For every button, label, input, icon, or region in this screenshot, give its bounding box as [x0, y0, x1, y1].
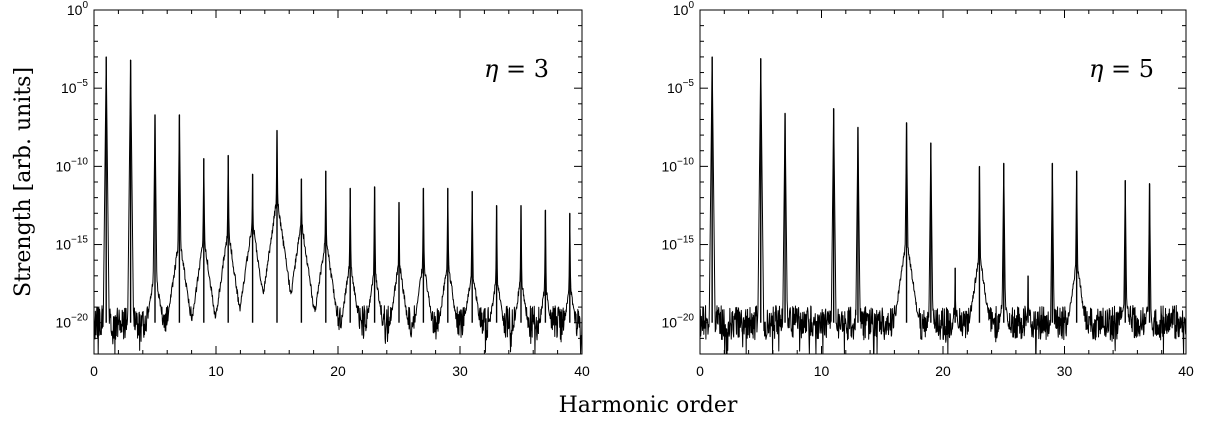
- harmonic-peaks: [711, 56, 1151, 323]
- y-tick-label: 10−10: [661, 156, 694, 174]
- y-tick-labels: 100 10−5 10−10 10−15 10−20: [55, 0, 88, 331]
- harmonic-peaks: [105, 56, 571, 323]
- x-tick-label: 20: [935, 363, 951, 379]
- y-tick-label: 10−20: [661, 313, 694, 331]
- x-tick-label: 10: [814, 363, 830, 379]
- annotation-symbol: η: [1089, 55, 1104, 83]
- x-tick-label: 40: [1178, 363, 1194, 379]
- spectrum-line: [93, 56, 583, 355]
- y-tick-label: 10−15: [55, 235, 88, 253]
- panel-eta-5: 0 10 20 30 40 100 10−5 10−10 10−15 10−20 η = 5: [661, 0, 1194, 379]
- annotation-symbol: η: [484, 55, 499, 83]
- y-tick-label: 100: [673, 0, 695, 18]
- annotation-text: = 5: [1103, 55, 1154, 83]
- x-axis-label: Harmonic order: [559, 393, 738, 418]
- x-tick-label: 20: [330, 363, 346, 379]
- y-axis-label: Strength [arb. units]: [11, 67, 36, 297]
- y-tick-label: 10−10: [55, 156, 88, 174]
- x-tick-labels: 0 10 20 30 40: [696, 363, 1194, 379]
- x-tick-label: 40: [574, 363, 590, 379]
- panel-annotation: η = 5: [1089, 55, 1154, 83]
- y-tick-labels: 100 10−5 10−10 10−15 10−20: [661, 0, 694, 331]
- x-tick-label: 30: [452, 363, 468, 379]
- y-tick-label: 10−5: [667, 78, 694, 96]
- y-tick-label: 100: [67, 0, 89, 18]
- axis-ticks: [93, 9, 583, 355]
- x-tick-label: 30: [1057, 363, 1073, 379]
- panel-annotation: η = 3: [484, 55, 549, 83]
- x-tick-label: 0: [90, 363, 98, 379]
- x-tick-labels: 0 10 20 30 40: [90, 363, 590, 379]
- panel-eta-3: 0 10 20 30 40 100 10−5 10−10 10−15 10−20 η = 3: [55, 0, 590, 379]
- y-tick-label: 10−5: [61, 78, 88, 96]
- annotation-text: = 3: [498, 55, 549, 83]
- y-tick-label: 10−20: [55, 313, 88, 331]
- x-tick-label: 10: [208, 363, 224, 379]
- x-tick-label: 0: [696, 363, 704, 379]
- y-tick-label: 10−15: [661, 235, 694, 253]
- spectrum-line: [699, 56, 1187, 355]
